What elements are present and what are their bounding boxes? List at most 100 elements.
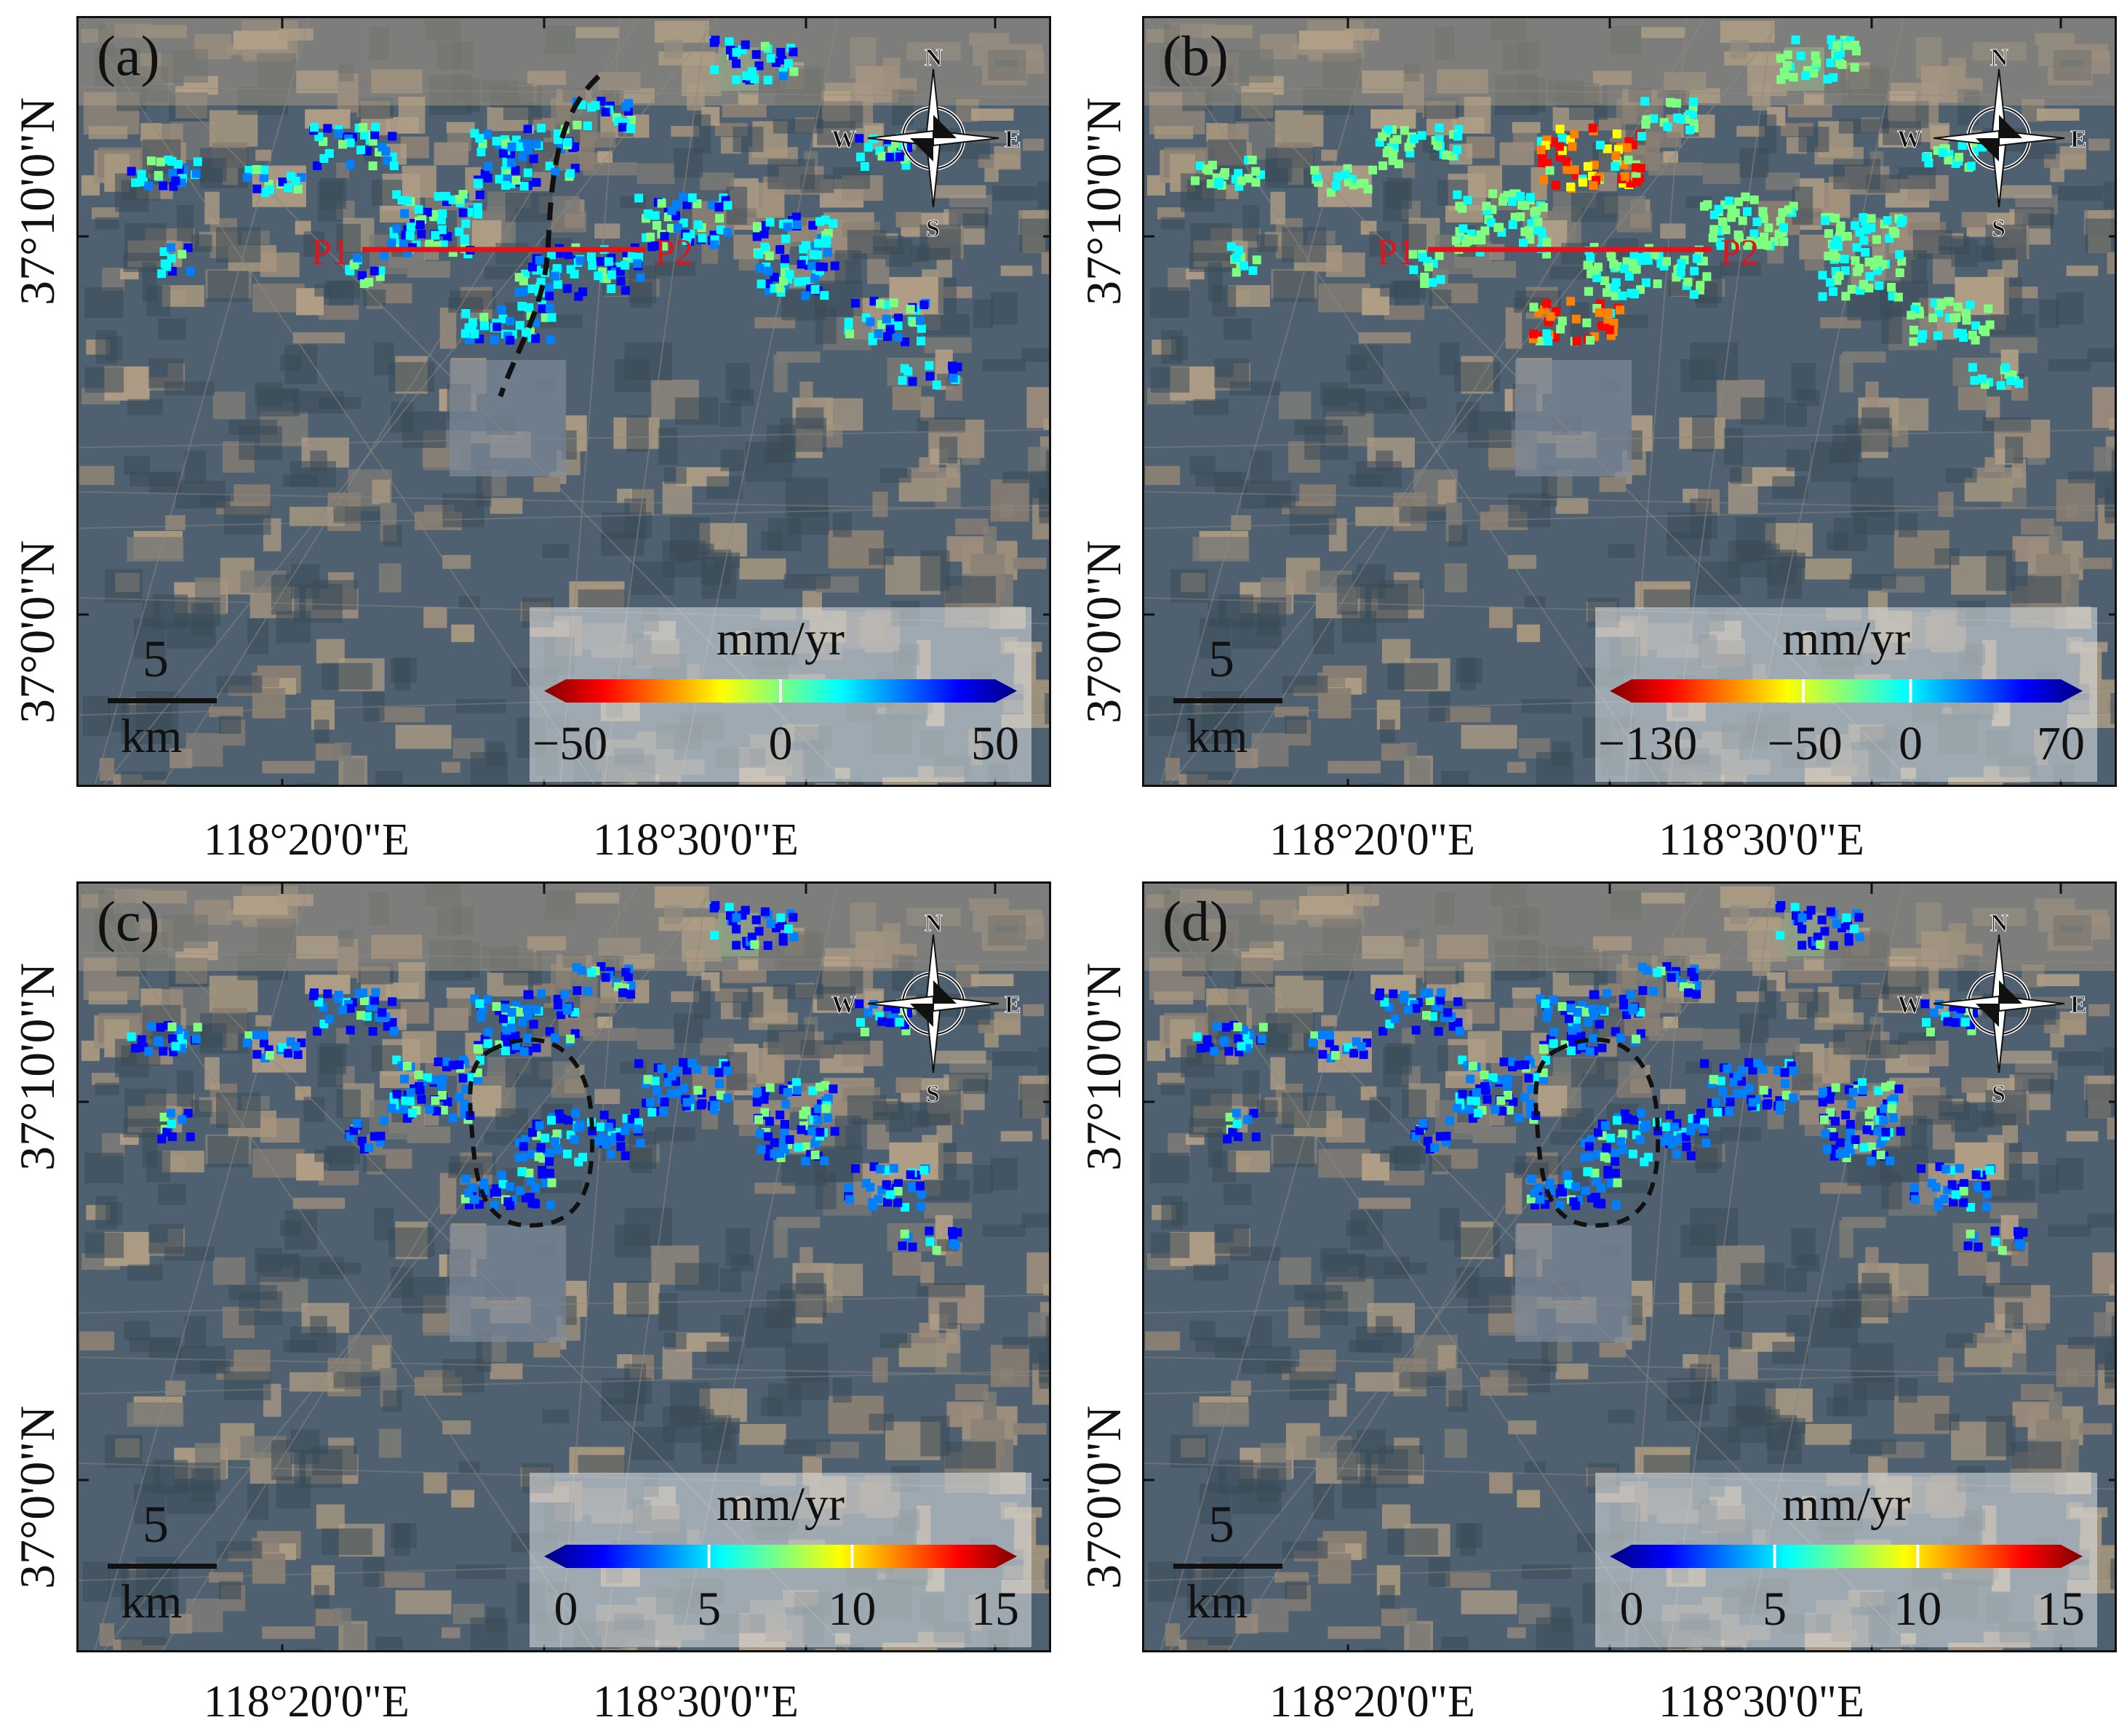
- scale-value: 5: [1208, 630, 1234, 688]
- colorbar-tick-label: −50: [532, 717, 608, 770]
- lat-label-a-top: 37°10'0"N: [9, 97, 65, 305]
- colorbar-unit: mm/yr: [1782, 1478, 1910, 1531]
- panel-d: N S W E 5 km mm/yr 0 5 10 15 (d): [1142, 881, 2117, 1652]
- scale-line: [108, 698, 217, 703]
- colorbar-unit: mm/yr: [1782, 612, 1910, 665]
- profile-start-label: P1: [1377, 231, 1416, 272]
- lat-label-b-top: 37°10'0"N: [1076, 97, 1131, 305]
- north-arrow-icon: N S W E: [1897, 910, 2088, 1108]
- deformation-pixels: [127, 36, 962, 390]
- colorbar-tick-label: 10: [1893, 1583, 1942, 1636]
- colorbar-legend: mm/yr 0 5 10 15: [1595, 1473, 2097, 1647]
- lon-label-a-1: 118°20'0"E: [204, 815, 410, 865]
- colorbar: [1610, 1545, 2083, 1568]
- panel-label: (a): [97, 24, 160, 87]
- compass-w-label: W: [1897, 991, 1922, 1018]
- colorbar-unit: mm/yr: [717, 612, 845, 665]
- lon-label-b-1: 118°20'0"E: [1269, 815, 1475, 865]
- lon-label-c-2: 118°30'0"E: [593, 1677, 799, 1727]
- profile-line: P1 P2: [311, 231, 693, 272]
- scale-unit: km: [1186, 710, 1248, 763]
- north-arrow-icon: N S W E: [831, 44, 1022, 243]
- highlight-ellipse: [1533, 1037, 1661, 1228]
- compass-n-label: N: [925, 910, 943, 937]
- colorbar-tick-label: 15: [971, 1583, 1019, 1636]
- colorbar-tick-label: 50: [971, 717, 1019, 770]
- colorbar-tick-label: 10: [828, 1583, 877, 1636]
- compass-n-label: N: [1990, 44, 2008, 71]
- map-c: N S W E 5 km mm/yr 0 5 10 15: [76, 881, 1051, 1652]
- lat-label-a-bottom: 37°0'0"N: [9, 540, 65, 724]
- compass-n-label: N: [925, 44, 943, 71]
- scale-value: 5: [143, 1495, 169, 1553]
- colorbar-tick-label: 5: [1763, 1583, 1787, 1636]
- panel-label: (d): [1162, 889, 1229, 953]
- panel-a: P1 P2 N S W E 5 km mm/yr −50 0 50 (a): [76, 16, 1051, 787]
- profile-line: P1 P2: [1377, 231, 1759, 272]
- scale-line: [1173, 1564, 1282, 1569]
- scale-unit: km: [121, 1575, 183, 1628]
- scale-value: 5: [143, 630, 169, 688]
- colorbar: [544, 1545, 1017, 1568]
- frame-ticks: [1144, 884, 2115, 1650]
- scale-unit: km: [121, 710, 183, 763]
- colorbar: [544, 679, 1017, 703]
- lat-label-b-bottom: 37°0'0"N: [1076, 540, 1131, 724]
- deformation-pixels: [1192, 901, 2028, 1255]
- panel-label: (b): [1162, 24, 1229, 87]
- scale-value: 5: [1208, 1495, 1234, 1553]
- colorbar-tick-label: −130: [1598, 717, 1698, 770]
- north-arrow-icon: N S W E: [831, 910, 1022, 1108]
- colorbar-unit: mm/yr: [717, 1478, 845, 1531]
- lon-label-d-2: 118°30'0"E: [1659, 1677, 1864, 1727]
- colorbar-tick-label: 0: [1619, 1583, 1644, 1636]
- colorbar-tick-label: 0: [554, 1583, 578, 1636]
- colorbar-legend: mm/yr −50 0 50: [530, 607, 1031, 782]
- compass-e-label: E: [2070, 991, 2087, 1018]
- scale-unit: km: [1186, 1575, 1248, 1628]
- lat-label-d-bottom: 37°0'0"N: [1076, 1405, 1131, 1589]
- lon-label-a-2: 118°30'0"E: [593, 815, 799, 865]
- colorbar-tick-label: 15: [2037, 1583, 2085, 1636]
- scale-line: [108, 1564, 217, 1569]
- lat-label-c-bottom: 37°0'0"N: [9, 1405, 65, 1589]
- deformation-pixels: [127, 901, 962, 1255]
- map-b: P1 P2 N S W E 5 km mm/yr −130 −50 0 70: [1142, 16, 2117, 787]
- compass-w-label: W: [831, 991, 856, 1018]
- colorbar-tick-label: 70: [2037, 717, 2085, 770]
- panel-b: P1 P2 N S W E 5 km mm/yr −130 −50 0 70 (b): [1142, 16, 2117, 787]
- colorbar-tick-label: 5: [697, 1583, 722, 1636]
- map-a: P1 P2 N S W E 5 km mm/yr −50 0 50: [76, 16, 1051, 787]
- compass-s-label: S: [1992, 215, 2006, 242]
- compass-s-label: S: [1992, 1081, 2006, 1108]
- lon-label-c-1: 118°20'0"E: [204, 1677, 410, 1727]
- compass-s-label: S: [926, 215, 940, 242]
- map-d: N S W E 5 km mm/yr 0 5 10 15: [1142, 881, 2117, 1652]
- colorbar-legend: mm/yr −130 −50 0 70: [1595, 607, 2097, 782]
- highlight-ellipse: [468, 1037, 595, 1228]
- colorbar-tick-label: 0: [768, 717, 793, 770]
- deformation-pixels: [1191, 35, 2024, 391]
- panel-c: N S W E 5 km mm/yr 0 5 10 15 (c): [76, 881, 1051, 1652]
- profile-end-label: P2: [655, 231, 693, 272]
- colorbar: [1610, 679, 2083, 703]
- north-arrow-icon: N S W E: [1897, 44, 2088, 243]
- lat-label-c-top: 37°10'0"N: [9, 962, 65, 1171]
- fault-line: [498, 74, 601, 398]
- compass-n-label: N: [1990, 910, 2008, 937]
- compass-e-label: E: [1005, 126, 1021, 153]
- colorbar-tick-label: 0: [1899, 717, 1923, 770]
- profile-end-label: P2: [1720, 231, 1759, 272]
- panel-label: (c): [97, 889, 160, 953]
- lon-label-b-2: 118°30'0"E: [1659, 815, 1864, 865]
- compass-s-label: S: [926, 1081, 940, 1108]
- compass-e-label: E: [2070, 126, 2087, 153]
- compass-w-label: W: [831, 126, 856, 153]
- colorbar-legend: mm/yr 0 5 10 15: [530, 1473, 1031, 1647]
- lon-label-d-1: 118°20'0"E: [1269, 1677, 1475, 1727]
- profile-start-label: P1: [311, 231, 350, 272]
- compass-e-label: E: [1005, 991, 1021, 1018]
- colorbar-tick-label: −50: [1767, 717, 1843, 770]
- lat-label-d-top: 37°10'0"N: [1076, 962, 1131, 1171]
- scale-line: [1173, 698, 1282, 703]
